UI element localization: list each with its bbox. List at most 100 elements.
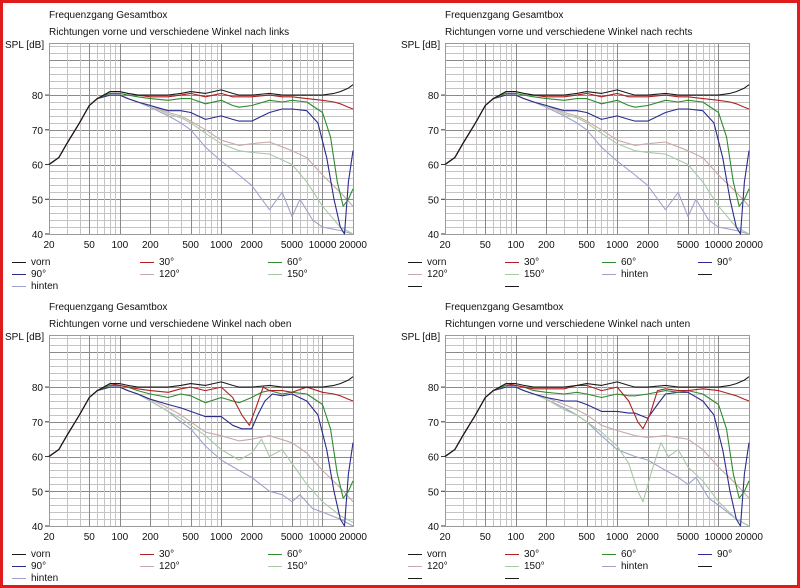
legend-swatch — [408, 273, 422, 275]
x-tick-label: 5000 — [677, 240, 700, 251]
x-tick-label: 20 — [439, 532, 451, 543]
legend-swatch — [12, 273, 26, 275]
x-tick-label: 5000 — [677, 532, 700, 543]
x-tick-label: 500 — [578, 240, 595, 251]
legend-label: vorn — [427, 549, 447, 560]
plot-svg: 40 50 60 70 80 20 50 100 200 500 1000 2000 5000 10000… — [428, 335, 763, 543]
y-tick-label: 40 — [428, 230, 440, 241]
x-tick-label: 200 — [142, 532, 159, 543]
legend-label: 30° — [524, 257, 540, 268]
x-tick-label: 2000 — [241, 240, 264, 251]
legend-swatch — [12, 565, 26, 567]
x-tick-label: 100 — [507, 532, 524, 543]
legend-item: 60° — [268, 257, 302, 269]
series-line-vorn — [444, 84, 750, 165]
legend-item — [505, 573, 524, 585]
legend-item — [505, 281, 524, 293]
y-tick-label: 40 — [32, 522, 44, 533]
y-axis-label: SPL [dB] — [5, 332, 45, 343]
legend-swatch — [505, 565, 519, 567]
x-tick-label: 10000 — [705, 532, 733, 543]
legend-item: 150° — [268, 561, 308, 573]
y-tick-label: 70 — [32, 418, 44, 429]
y-tick-label: 50 — [32, 487, 44, 498]
legend-swatch — [408, 261, 422, 263]
x-tick-label: 200 — [142, 240, 159, 251]
y-axis-label: SPL [dB] — [5, 40, 45, 51]
chart-subtitle: Richtungen vorne und verschiedene Winkel… — [49, 27, 290, 38]
legend-label: 60° — [287, 257, 303, 268]
legend-swatch — [602, 261, 616, 263]
x-tick-label: 200 — [538, 532, 555, 543]
chart-subtitle: Richtungen vorne und verschiedene Winkel… — [445, 27, 693, 38]
grid — [445, 335, 750, 527]
y-tick-label: 50 — [428, 487, 440, 498]
legend-swatch — [505, 577, 519, 579]
legend-label: 90° — [31, 561, 47, 572]
legend-swatch — [602, 553, 616, 555]
y-tick-label: 80 — [32, 91, 44, 102]
x-tick-label: 2000 — [637, 240, 660, 251]
legend-swatch — [698, 565, 712, 567]
legend-item: 90° — [698, 549, 732, 561]
x-tick-label: 500 — [578, 532, 595, 543]
plot-frame — [445, 43, 750, 235]
legend-label: 90° — [717, 549, 733, 560]
legend-swatch — [12, 261, 26, 263]
series-line-vorn — [48, 376, 354, 457]
legend-label: 120° — [159, 269, 180, 280]
y-tick-label: 70 — [428, 126, 440, 137]
legend-item: vorn — [408, 549, 446, 561]
chart-title: Frequenzgang Gesamtbox — [49, 302, 168, 313]
legend-swatch — [268, 553, 282, 555]
chart-title: Frequenzgang Gesamtbox — [445, 10, 564, 21]
plot-frame — [49, 43, 354, 235]
legend-label: hinten — [621, 561, 649, 572]
x-tick-label: 1000 — [210, 532, 233, 543]
x-tick-label: 5000 — [281, 532, 304, 543]
legend-item: 120° — [408, 561, 448, 573]
legend-swatch — [408, 565, 422, 567]
legend-item: hinten — [602, 561, 648, 573]
legend-swatch — [602, 273, 616, 275]
y-axis-label: SPL [dB] — [401, 40, 441, 51]
y-tick-label: 80 — [428, 91, 440, 102]
legend-item: vorn — [12, 257, 50, 269]
series-line-vorn — [444, 376, 750, 457]
legend-label: 120° — [427, 269, 448, 280]
plot-svg: 40 50 60 70 80 20 50 100 200 500 1000 2000 5000 10000… — [428, 43, 763, 251]
legend-label: 30° — [524, 549, 540, 560]
chart-subtitle: Richtungen vorne und verschiedene Winkel… — [49, 319, 292, 330]
legend-swatch — [698, 553, 712, 555]
y-axis-label: SPL [dB] — [401, 332, 441, 343]
chart-title: Frequenzgang Gesamtbox — [445, 302, 564, 313]
legend-item — [698, 269, 717, 281]
legend-swatch — [12, 285, 26, 287]
series-line-vorn — [48, 84, 354, 165]
x-tick-label: 20 — [439, 240, 451, 251]
legend-item: 90° — [12, 561, 46, 573]
legend-swatch — [408, 553, 422, 555]
legend-item: 120° — [408, 269, 448, 281]
grid — [49, 335, 354, 527]
legend-item: 30° — [140, 257, 174, 269]
y-tick-label: 50 — [428, 195, 440, 206]
legend-label: 60° — [287, 549, 303, 560]
x-tick-label: 200 — [538, 240, 555, 251]
chart-panel-oben: Frequenzgang Gesamtbox Richtungen vorne u… — [0, 292, 400, 584]
y-tick-label: 40 — [32, 230, 44, 241]
legend-swatch — [140, 565, 154, 567]
legend-swatch — [268, 565, 282, 567]
legend-item: 30° — [505, 549, 539, 561]
y-tick-label: 70 — [428, 418, 440, 429]
legend-item: hinten — [602, 269, 648, 281]
legend-swatch — [12, 553, 26, 555]
x-tick-label: 20000 — [735, 240, 763, 251]
plot-frame — [49, 335, 354, 527]
legend-label: 150° — [524, 269, 545, 280]
legend-label: hinten — [621, 269, 649, 280]
x-tick-label: 50 — [480, 532, 492, 543]
legend-item — [698, 561, 717, 573]
legend-swatch — [505, 285, 519, 287]
x-tick-label: 50 — [84, 240, 96, 251]
